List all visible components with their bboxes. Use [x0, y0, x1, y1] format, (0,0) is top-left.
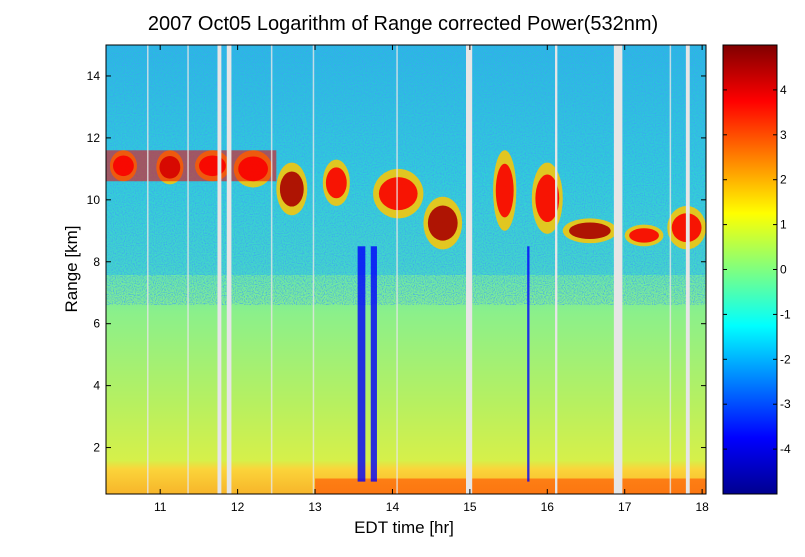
- colorbar-tick-label: -4: [780, 442, 791, 456]
- y-axis-label: Range [km]: [62, 226, 81, 313]
- data-gap: [555, 45, 558, 494]
- data-gap: [217, 45, 222, 494]
- x-tick-label: 14: [386, 500, 400, 514]
- plot-area: [106, 45, 706, 494]
- colorbar-tick-label: 3: [780, 128, 787, 142]
- data-gap: [613, 45, 623, 494]
- x-tick-label: 18: [695, 500, 709, 514]
- attenuation-streak: [527, 246, 530, 482]
- colorbar-tick-label: -1: [780, 307, 791, 321]
- data-gap-line: [396, 45, 398, 494]
- colorbar: -4 -3 -2 -1 0 1 2 3 4: [722, 44, 791, 495]
- plot-frame: [105, 44, 707, 495]
- y-tick-label: 4: [93, 379, 100, 393]
- y-tick-label: 6: [93, 317, 100, 331]
- cloud-core: [378, 177, 418, 211]
- cloud-core: [495, 163, 514, 218]
- cloud-band: [106, 150, 277, 182]
- x-tick-label: 16: [541, 500, 555, 514]
- data-gap-line: [270, 45, 273, 494]
- data-gap: [226, 45, 232, 494]
- colorbar-gradient: [723, 45, 777, 494]
- y-tick-label: 10: [87, 193, 101, 207]
- cloud-core: [629, 228, 659, 243]
- cloud-core: [279, 171, 304, 207]
- data-gap: [466, 45, 473, 494]
- y-axis: 2 4 6 8 10 12 14: [87, 69, 706, 455]
- cloud-core: [427, 205, 458, 241]
- cloud-core: [535, 174, 560, 223]
- colorbar-ticks: -4 -3 -2 -1 0 1 2 3 4: [723, 83, 791, 456]
- x-tick-label: 17: [618, 500, 632, 514]
- colorbar-tick-label: 2: [780, 173, 787, 187]
- y-tick-label: 12: [87, 131, 101, 145]
- data-gap-line: [187, 45, 189, 494]
- y-tick-label: 8: [93, 255, 100, 269]
- colorbar-tick-label: 4: [780, 83, 787, 97]
- cloud-core: [569, 222, 611, 240]
- attenuation-streak: [370, 246, 377, 482]
- data-gap-line: [669, 45, 672, 494]
- x-tick-label: 11: [154, 500, 167, 514]
- chart-title: 2007 Oct05 Logarithm of Range corrected …: [148, 13, 658, 35]
- y-tick-label: 14: [87, 69, 101, 83]
- data-gap: [685, 45, 690, 494]
- colorbar-tick-label: 1: [780, 218, 787, 232]
- x-axis: 11 12 13 14 15 16 17 18: [154, 45, 709, 514]
- cloud-core: [325, 167, 347, 199]
- x-tick-label: 12: [231, 500, 245, 514]
- data-gap-line: [147, 45, 149, 494]
- x-tick-label: 13: [308, 500, 322, 514]
- colorbar-tick-label: -3: [780, 397, 791, 411]
- cloud-features: [106, 150, 706, 494]
- x-axis-label: EDT time [hr]: [354, 518, 454, 537]
- colorbar-tick-label: -2: [780, 352, 791, 366]
- data-gaps: [147, 45, 690, 494]
- attenuation-streak: [357, 246, 366, 482]
- x-tick-label: 15: [463, 500, 477, 514]
- boundary-layer-top: [315, 478, 706, 494]
- y-tick-label: 2: [93, 441, 100, 455]
- data-gap-line: [312, 45, 315, 494]
- colorbar-tick-label: 0: [780, 263, 787, 277]
